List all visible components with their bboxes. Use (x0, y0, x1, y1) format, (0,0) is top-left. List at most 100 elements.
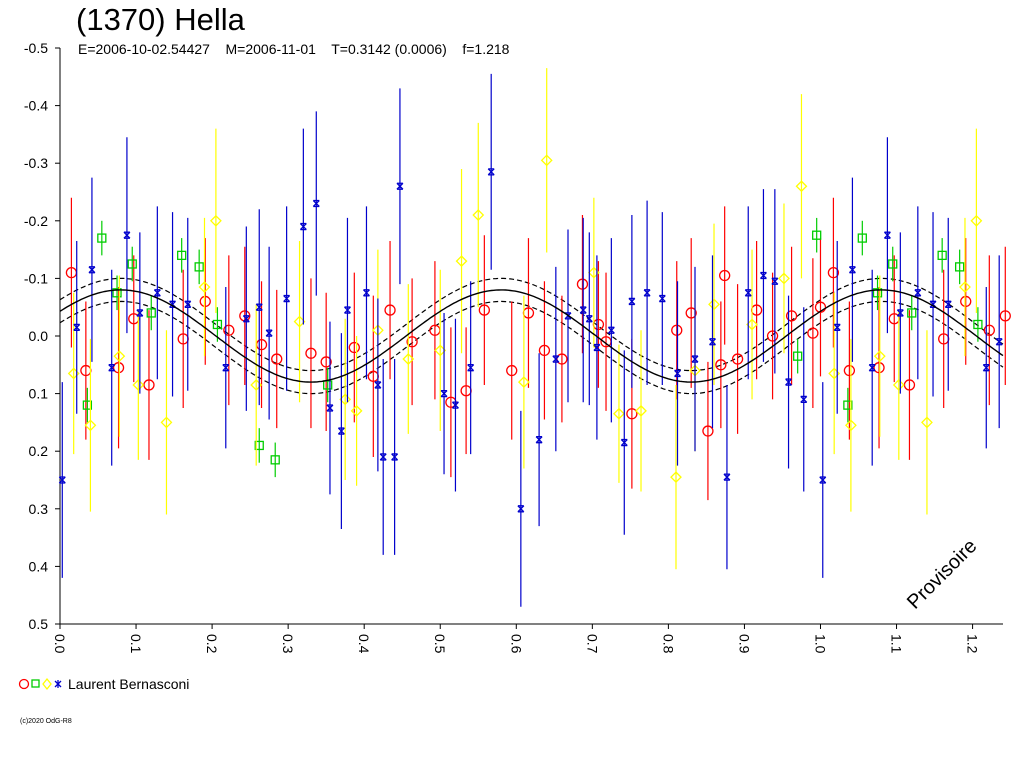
data-point (153, 289, 161, 297)
series-star (58, 73, 1003, 607)
legend-square-marker (31, 679, 40, 688)
data-point (709, 338, 716, 346)
x-tick-label: 1.0 (812, 634, 828, 654)
legend-star-marker (54, 680, 62, 688)
data-point (194, 262, 204, 272)
data-point (283, 294, 291, 303)
data-point (576, 278, 589, 290)
series-square (82, 217, 983, 478)
data-point (833, 323, 841, 332)
data-point (827, 266, 840, 279)
x-tick-label: 1.2 (965, 634, 981, 654)
data-point (959, 281, 971, 293)
data-point (535, 436, 543, 444)
data-point (112, 288, 122, 298)
data-point (907, 308, 917, 318)
fit-envelope-upper (59, 277, 1004, 372)
data-point (312, 199, 320, 208)
data-point (451, 401, 459, 409)
data-point (270, 455, 280, 465)
data-point (778, 272, 790, 285)
data-point (127, 259, 137, 269)
data-point (883, 231, 891, 239)
data-point (868, 364, 876, 372)
data-point (982, 364, 990, 372)
data-point (785, 310, 798, 322)
data-point (254, 440, 264, 451)
data-point (348, 341, 360, 354)
x-tick-label: 0.9 (736, 634, 752, 654)
data-point (146, 308, 156, 318)
data-point (223, 324, 235, 336)
data-point (212, 319, 223, 330)
y-tick-label: 0.5 (29, 616, 49, 632)
data-point (896, 309, 904, 317)
x-tick-label: 0.2 (204, 634, 220, 654)
data-point (674, 369, 681, 378)
data-point (873, 350, 886, 363)
y-tick-label: -0.5 (24, 40, 48, 56)
data-point (337, 427, 345, 435)
data-point (685, 307, 697, 319)
data-point (506, 364, 518, 377)
data-point (937, 250, 947, 261)
series-diamond (67, 68, 983, 570)
data-point (843, 364, 856, 377)
data-point (914, 289, 922, 297)
data-point (255, 303, 263, 311)
legend-circle-marker (18, 678, 30, 690)
data-point (58, 476, 66, 484)
data-point (374, 381, 382, 389)
data-point (626, 408, 638, 420)
data-point (819, 476, 827, 484)
data-point (731, 353, 744, 365)
data-point (478, 304, 491, 316)
data-point (113, 350, 126, 363)
data-point (848, 266, 856, 274)
y-tick-label: 0.4 (29, 558, 49, 574)
data-point (320, 356, 332, 368)
data-point (888, 259, 898, 269)
data-point (406, 336, 418, 348)
data-point (593, 343, 601, 352)
legend-markers (18, 677, 62, 691)
y-tick-label: 0.0 (29, 328, 49, 344)
fit-envelope-lower (59, 300, 1004, 395)
data-point (108, 364, 116, 372)
data-point (299, 222, 307, 231)
x-tick-label: 0.3 (280, 634, 296, 654)
data-point (723, 473, 731, 481)
data-point (766, 330, 779, 342)
data-point (472, 209, 485, 221)
legend-observer-label: Laurent Bernasconi (68, 676, 190, 692)
data-point (169, 300, 177, 308)
y-tick-label: 0.2 (29, 443, 49, 459)
data-point (222, 364, 230, 372)
x-tick-label: 0.7 (584, 634, 600, 654)
data-point (708, 298, 720, 311)
data-point (643, 289, 651, 297)
data-point (983, 324, 995, 336)
data-point (628, 297, 636, 306)
data-point (350, 404, 363, 417)
data-point (517, 376, 530, 388)
data-point (843, 400, 853, 410)
data-point (658, 294, 666, 303)
data-point (844, 419, 857, 432)
data-point (123, 231, 131, 239)
data-point (812, 230, 822, 240)
data-point (873, 362, 885, 374)
data-point (944, 300, 952, 308)
data-point (670, 471, 682, 484)
legend-diamond-marker (42, 677, 52, 691)
data-point (759, 271, 767, 280)
x-tick-label: 0.6 (508, 634, 524, 654)
data-point (440, 389, 448, 398)
y-tick-label: -0.4 (24, 98, 48, 114)
data-point (719, 269, 731, 282)
data-point (585, 315, 593, 323)
data-point (635, 404, 647, 417)
data-point (785, 378, 793, 386)
data-point (467, 364, 475, 372)
